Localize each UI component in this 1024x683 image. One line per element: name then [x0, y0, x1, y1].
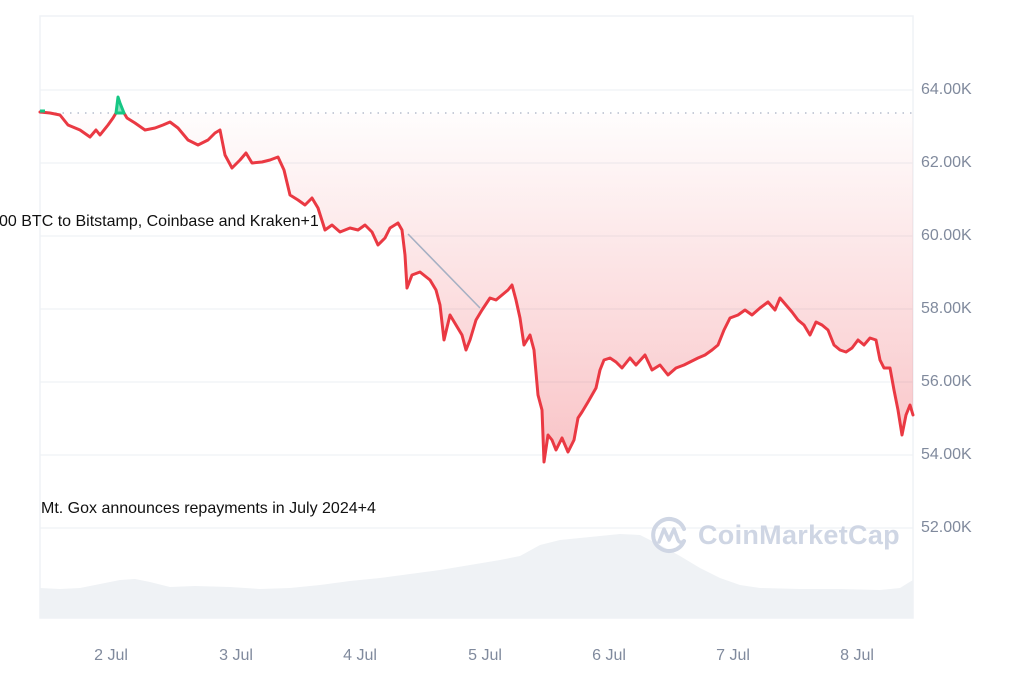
x-tick-label: 8 Jul [840, 647, 874, 664]
x-tick-label: 6 Jul [592, 647, 626, 664]
y-tick-label: 54.00K [921, 446, 972, 463]
price-line[interactable] [38, 110, 915, 464]
x-tick-label: 7 Jul [716, 647, 750, 664]
watermark-text: CoinMarketCap [698, 519, 900, 550]
y-tick-label: 62.00K [921, 154, 972, 171]
volume-area [40, 534, 913, 618]
x-tick-label: 2 Jul [94, 647, 128, 664]
x-tick-label: 3 Jul [219, 647, 253, 664]
annotation-connector [407, 233, 481, 309]
price-line-above-baseline [114, 95, 126, 115]
coinmarketcap-watermark: CoinMarketCap [648, 514, 900, 556]
y-tick-label: 52.00K [921, 519, 972, 536]
y-tick-label: 56.00K [921, 373, 972, 390]
event-annotation-btc-transfer[interactable]: 00 BTC to Bitstamp, Coinbase and Kraken+… [0, 213, 319, 230]
event-annotation-mt-gox[interactable]: Mt. Gox announces repayments in July 202… [41, 500, 376, 517]
y-tick-label: 58.00K [921, 300, 972, 317]
price-area-fill [40, 113, 913, 462]
x-tick-label: 4 Jul [343, 647, 377, 664]
y-tick-label: 64.00K [921, 81, 972, 98]
coinmarketcap-logo-icon [651, 517, 686, 553]
y-tick-label: 60.00K [921, 227, 972, 244]
x-tick-label: 5 Jul [468, 647, 502, 664]
